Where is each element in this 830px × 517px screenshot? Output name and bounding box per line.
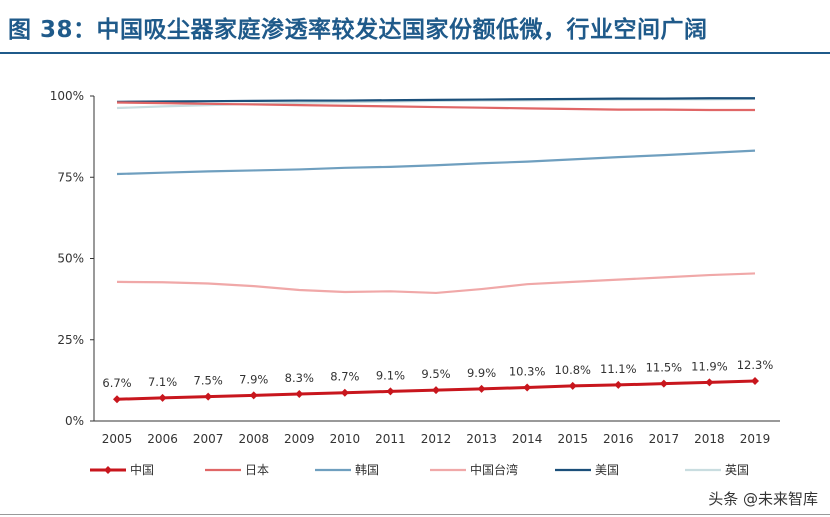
x-tick-label: 2008 [238, 432, 269, 446]
x-tick-label: 2018 [694, 432, 725, 446]
data-label: 10.3% [509, 365, 546, 379]
data-point-marker [204, 392, 213, 401]
x-tick-label: 2017 [649, 432, 680, 446]
x-tick-label: 2009 [284, 432, 315, 446]
data-label: 12.3% [737, 358, 774, 372]
bottom-divider [0, 514, 830, 515]
data-label: 11.5% [646, 361, 683, 375]
data-point-marker [249, 391, 258, 400]
legend-label: 中国 [130, 462, 154, 477]
data-label: 11.9% [691, 359, 728, 373]
data-label: 7.9% [239, 372, 268, 386]
x-tick-label: 2011 [375, 432, 406, 446]
data-point-marker [477, 384, 486, 393]
data-point-marker [659, 379, 668, 388]
data-point-marker [568, 381, 577, 390]
data-label: 9.5% [421, 367, 450, 381]
x-tick-label: 2012 [421, 432, 452, 446]
data-label: 9.9% [467, 366, 496, 380]
data-label: 8.3% [285, 371, 314, 385]
data-point-marker [158, 393, 167, 402]
y-tick-label: 25% [57, 333, 84, 347]
data-label: 8.7% [330, 370, 359, 384]
series-line-中国台湾 [116, 272, 756, 295]
data-label: 7.1% [148, 375, 177, 389]
y-tick-label: 0% [65, 414, 84, 428]
legend-label: 韩国 [355, 462, 379, 477]
x-tick-label: 2019 [740, 432, 771, 446]
x-tick-label: 2005 [102, 432, 133, 446]
legend-label: 美国 [595, 463, 619, 477]
y-tick-label: 50% [57, 252, 84, 266]
series-line-韩国 [116, 149, 756, 176]
data-point-marker [523, 383, 532, 392]
x-tick-label: 2010 [330, 432, 361, 446]
legend-marker [104, 466, 112, 474]
legend-label: 日本 [245, 463, 269, 477]
series-line-日本 [116, 101, 755, 112]
data-point-marker [295, 390, 304, 399]
x-tick-label: 2015 [557, 432, 588, 446]
data-point-marker [386, 387, 395, 396]
data-label: 11.1% [600, 362, 637, 376]
data-label: 10.8% [554, 363, 591, 377]
data-point-marker [113, 395, 121, 404]
x-tick-label: 2013 [466, 432, 497, 446]
x-tick-label: 2014 [512, 432, 543, 446]
data-point-marker [614, 380, 623, 389]
y-tick-label: 100% [50, 89, 84, 103]
legend-label: 中国台湾 [470, 462, 518, 477]
series-line-美国 [116, 97, 755, 103]
x-tick-label: 2007 [193, 432, 224, 446]
x-tick-label: 2006 [147, 432, 178, 446]
data-label: 7.5% [194, 374, 223, 388]
data-label: 6.7% [102, 376, 131, 390]
data-point-marker [432, 386, 440, 395]
y-tick-label: 75% [57, 170, 84, 184]
x-tick-label: 2016 [603, 432, 634, 446]
figure-title: 图 38：中国吸尘器家庭渗透率较发达国家份额低微，行业空间广阔 [8, 17, 708, 43]
data-point-marker [340, 388, 349, 397]
legend-label: 英国 [725, 463, 749, 477]
data-point-marker [705, 378, 714, 387]
title-divider [0, 52, 830, 54]
data-label: 9.1% [376, 368, 405, 382]
data-point-marker [751, 377, 759, 386]
watermark: 头条 @未来智库 [708, 490, 818, 508]
